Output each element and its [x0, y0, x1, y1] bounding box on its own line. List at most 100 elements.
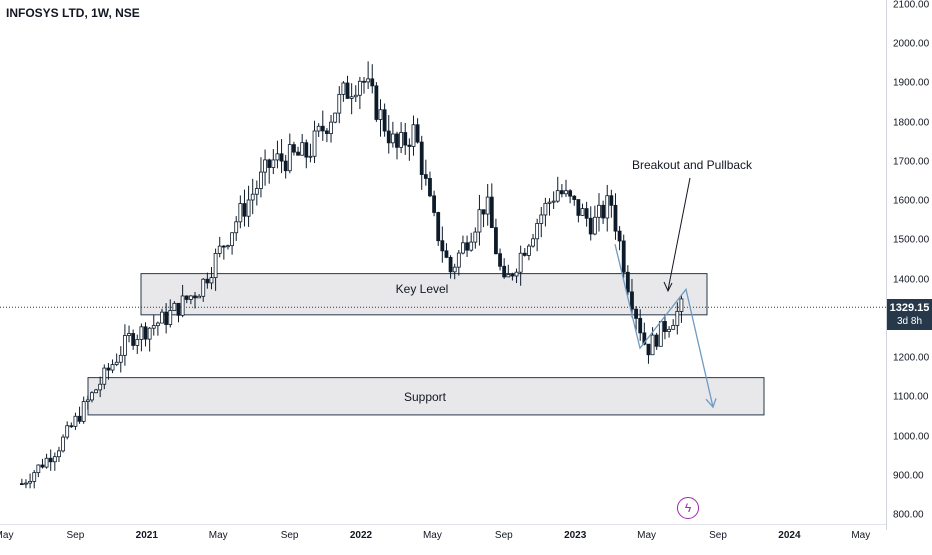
candle-body	[477, 209, 482, 233]
candle-body	[279, 153, 284, 162]
candle-body	[584, 208, 589, 219]
candle-body	[90, 392, 94, 401]
time-tick-label: 2024	[778, 530, 801, 541]
candle-body	[349, 96, 354, 99]
candle-body	[329, 121, 333, 134]
price-tick-label: 1900.00	[893, 77, 930, 89]
candle-body	[263, 159, 267, 173]
candle-body	[246, 199, 251, 217]
candle-body	[469, 241, 474, 251]
candle-body	[300, 142, 305, 156]
breakout-arrow	[667, 177, 691, 291]
lightning-icon[interactable]: ϟ	[677, 497, 699, 519]
candle-body	[597, 204, 601, 218]
candle-body	[543, 202, 548, 216]
key-level-zone	[140, 273, 708, 316]
candle-body	[646, 343, 651, 356]
candle-body	[378, 109, 383, 120]
candle-body	[432, 195, 436, 213]
candle-body	[650, 334, 655, 356]
candle-body	[386, 130, 391, 144]
candle-body	[180, 295, 185, 316]
candle-body	[292, 144, 296, 153]
candle-body	[518, 252, 523, 273]
support-label: Support	[403, 390, 447, 404]
candle-body	[535, 223, 540, 240]
price-tick-label: 1700.00	[893, 156, 930, 168]
candle-body	[539, 214, 544, 224]
candle-body	[123, 335, 127, 356]
candle-body	[576, 199, 581, 216]
breakout-pullback-label: Breakout and Pullback	[631, 158, 753, 172]
price-tick-label: 1000.00	[893, 431, 930, 442]
candle-body	[316, 125, 321, 132]
candle-body	[98, 383, 103, 391]
candle-body	[337, 93, 342, 114]
candle-body	[40, 464, 45, 468]
candle-body	[296, 151, 300, 156]
candle-body	[675, 310, 680, 326]
candle-body	[312, 130, 317, 157]
candle-body	[242, 203, 247, 217]
candle-body	[201, 278, 206, 297]
candle-body	[147, 327, 152, 340]
price-tick-label: 1800.00	[893, 117, 930, 128]
candle-body	[110, 364, 115, 371]
current-price-badge: 1329.15 3d 8h	[887, 299, 932, 330]
price-tick-label: 1500.00	[893, 234, 930, 246]
candle-body	[411, 124, 416, 147]
key-level-label: Key Level	[395, 282, 449, 296]
candle-body	[160, 311, 164, 324]
candle-body	[287, 144, 292, 172]
current-price-label: 1329.15	[889, 302, 930, 314]
candle-body	[36, 464, 41, 474]
candle-body	[69, 425, 74, 428]
candle-body	[353, 94, 358, 98]
candle-body	[444, 250, 449, 258]
time-tick-label: 2023	[564, 530, 587, 541]
candle-body	[94, 389, 98, 394]
candle-body	[234, 221, 239, 234]
price-axis[interactable]	[886, 0, 932, 530]
candle-body	[436, 212, 441, 242]
time-tick-label: 2022	[349, 530, 373, 541]
candle-body	[28, 481, 32, 484]
candle-body	[506, 274, 511, 278]
candle-body	[399, 132, 404, 148]
candle-body	[333, 112, 338, 123]
candle-body	[559, 190, 564, 195]
candle-body	[370, 78, 375, 87]
projection-path	[614, 244, 714, 408]
candle-body	[485, 196, 490, 215]
projection-arrowhead	[705, 398, 717, 409]
candle-body	[275, 153, 280, 161]
time-axis[interactable]	[0, 524, 886, 551]
price-tick-label: 1200.00	[893, 352, 930, 364]
candle-body	[609, 195, 614, 206]
candle-body	[32, 472, 37, 482]
price-tick-label: 800.00	[893, 509, 924, 521]
candle-body	[357, 80, 362, 96]
candle-body	[564, 190, 568, 195]
candle-body	[498, 253, 502, 267]
candle-body	[250, 193, 255, 201]
candle-body	[19, 483, 24, 486]
candle-body	[580, 208, 585, 216]
candle-body	[382, 109, 387, 132]
time-tick-label: Sep	[280, 530, 299, 541]
candle-body	[461, 242, 465, 254]
candle-body	[345, 82, 350, 99]
candle-body	[205, 278, 210, 284]
candle-body	[415, 124, 420, 143]
time-tick-label: May	[637, 530, 657, 541]
candle-body	[230, 232, 234, 247]
candle-body	[419, 141, 424, 175]
price-tick-label: 2100.00	[893, 0, 930, 11]
candle-body	[48, 457, 53, 463]
candle-body	[613, 204, 618, 232]
candle-body	[634, 308, 638, 319]
candle-body	[465, 242, 469, 251]
candle-body	[403, 132, 408, 146]
